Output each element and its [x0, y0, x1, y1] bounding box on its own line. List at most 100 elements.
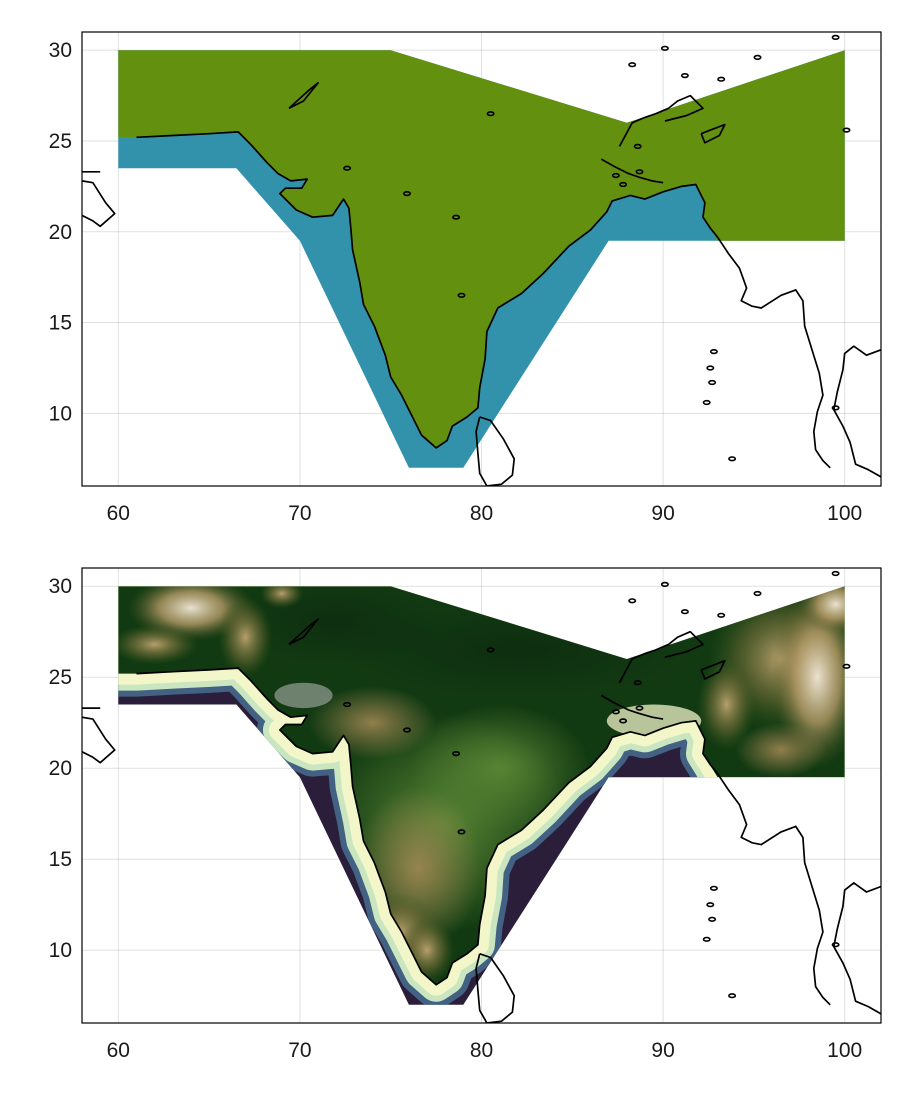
island-outline: [402, 191, 411, 197]
coastline: [600, 158, 664, 184]
x-tick-label: 60: [107, 502, 130, 525]
y-tick-label: 15: [49, 312, 72, 335]
island-outline: [709, 885, 718, 891]
y-tick-label: 30: [49, 575, 72, 598]
coastline: [600, 694, 664, 720]
highland-shading: [260, 586, 304, 609]
coastline: [832, 882, 881, 1015]
coastline: [82, 716, 116, 764]
island-outline: [708, 916, 717, 922]
highland-shading: [218, 597, 273, 678]
coastline: [136, 667, 831, 1006]
x-tick-label: 60: [107, 1039, 130, 1062]
island-outline: [628, 62, 637, 68]
y-axis-ticks-top: 10 15 20 25 30: [49, 39, 72, 425]
x-tick-label: 90: [651, 1039, 674, 1062]
island-outline: [728, 993, 737, 999]
island-outline: [728, 456, 737, 462]
island-outline: [680, 609, 689, 615]
coastline: [700, 659, 726, 680]
x-axis-ticks-bottom: 60 70 80 90 100: [107, 1039, 863, 1062]
island-outline: [831, 570, 840, 577]
x-axis-ticks-top: 60 70 80 90 100: [107, 502, 863, 525]
coastline: [136, 131, 831, 469]
island-outline: [706, 365, 715, 371]
x-tick-label: 100: [827, 1039, 862, 1062]
island-outline: [635, 169, 644, 175]
island-outline: [457, 829, 466, 835]
island-outline: [702, 399, 711, 406]
y-tick-label: 30: [49, 39, 72, 62]
y-tick-label: 10: [49, 939, 72, 962]
island-outline: [717, 612, 726, 618]
coastlines-top: [82, 34, 881, 486]
highland-shading: [799, 586, 845, 634]
coastline: [475, 416, 516, 486]
coastline: [82, 180, 116, 228]
map-panel-top: 60 70 80 90 100 10 15 20 25 30: [49, 31, 882, 525]
highland-shading: [118, 624, 199, 665]
island-outline: [708, 379, 717, 386]
y-axis-ticks-bottom: 10 15 20 25 30: [49, 575, 72, 962]
island-outline: [635, 705, 644, 711]
island-outline: [343, 165, 352, 171]
island-outline: [486, 647, 495, 653]
island-outline: [753, 54, 762, 61]
island-outline: [486, 111, 495, 117]
island-outline: [660, 581, 669, 588]
island-outline: [343, 701, 352, 708]
island-outline: [628, 598, 637, 604]
upland-shading: [735, 722, 827, 778]
coastline: [618, 94, 704, 147]
coastline: [475, 952, 516, 1023]
island-outline: [619, 718, 628, 724]
salt-marsh-shading: [274, 682, 333, 709]
x-tick-label: 70: [288, 502, 311, 525]
island-outline: [717, 76, 726, 82]
y-tick-label: 20: [49, 221, 72, 244]
island-outline: [831, 34, 840, 41]
island-outline: [831, 405, 840, 411]
plain-shading: [408, 704, 591, 832]
island-outline: [831, 942, 840, 948]
y-tick-label: 25: [49, 130, 72, 153]
island-outline: [660, 45, 669, 51]
island-outline: [753, 590, 762, 597]
coastline: [700, 123, 726, 144]
y-tick-label: 10: [49, 402, 72, 425]
axes-frame-bottom: [81, 567, 882, 1024]
coastline: [288, 618, 319, 646]
island-outline: [842, 663, 851, 669]
y-tick-label: 15: [49, 848, 72, 871]
x-tick-label: 80: [470, 502, 493, 525]
island-outline: [452, 214, 461, 220]
coastline: [832, 345, 881, 478]
island-outline: [702, 936, 711, 942]
island-outline: [402, 727, 411, 733]
map-panel-bottom: 60 70 80 90 100 10 15 20 25 30: [49, 567, 882, 1062]
island-outline: [457, 292, 466, 298]
island-outline: [709, 349, 718, 355]
island-outline: [706, 902, 715, 908]
island-outline: [452, 750, 461, 757]
island-outline: [842, 127, 851, 133]
coastlines-bottom: [82, 570, 881, 1023]
land-region-top: [118, 50, 845, 448]
y-tick-label: 25: [49, 666, 72, 689]
coastline: [618, 630, 704, 684]
x-tick-label: 100: [827, 502, 862, 525]
coastline: [288, 81, 319, 110]
x-tick-label: 90: [651, 502, 674, 525]
y-tick-label: 20: [49, 757, 72, 780]
island-outline: [680, 72, 689, 79]
axes-frame-top: [81, 31, 882, 487]
island-outline: [619, 181, 628, 188]
island-outline: [611, 709, 620, 715]
island-outline: [633, 143, 642, 149]
x-tick-label: 80: [470, 1039, 493, 1062]
x-tick-label: 70: [288, 1039, 311, 1062]
island-outline: [611, 172, 620, 179]
island-outline: [633, 680, 642, 686]
highland-shading: [697, 659, 756, 750]
